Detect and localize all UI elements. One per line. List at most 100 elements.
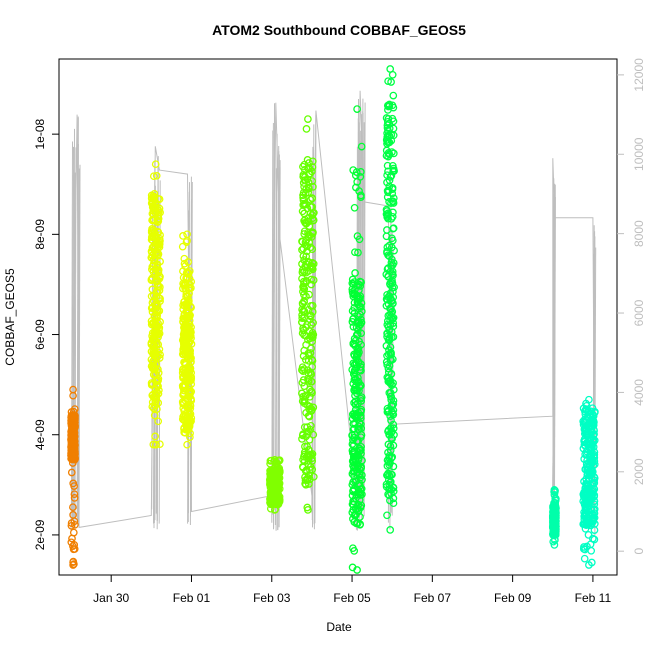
data-point: [299, 196, 308, 205]
data-point: [308, 457, 317, 465]
y2-tick-label: 8000: [632, 220, 646, 247]
data-point: [389, 197, 398, 206]
data-point: [385, 451, 394, 460]
data-point: [298, 311, 306, 319]
data-point: [298, 318, 306, 327]
data-point: [267, 467, 276, 475]
data-point: [350, 291, 359, 299]
data-point: [305, 238, 314, 247]
data-point: [308, 194, 316, 203]
data-point: [69, 561, 77, 569]
data-point: [302, 341, 310, 349]
data-point: [300, 165, 309, 174]
data-point: [386, 65, 395, 73]
data-point: [187, 277, 196, 286]
data-point: [148, 216, 157, 225]
data-point: [584, 520, 593, 529]
data-point: [587, 546, 596, 555]
data-point: [308, 301, 317, 310]
data-point: [354, 377, 362, 386]
data-point: [151, 349, 160, 357]
data-point: [302, 185, 310, 194]
altitude-line: [271, 122, 274, 515]
data-point: [385, 325, 394, 334]
data-point: [181, 376, 190, 385]
data-point: [186, 366, 194, 375]
data-point: [307, 370, 316, 379]
data-point: [302, 408, 310, 417]
data-point: [579, 520, 588, 528]
data-point: [148, 203, 157, 212]
data-point: [184, 350, 193, 358]
data-point: [581, 505, 590, 514]
data-point: [385, 124, 394, 133]
data-point: [155, 329, 164, 338]
data-point: [589, 435, 598, 443]
data-point: [155, 354, 164, 362]
data-point: [351, 401, 360, 409]
data-point: [269, 493, 277, 501]
data-point: [187, 376, 195, 385]
data-point: [356, 168, 365, 176]
data-point: [384, 476, 393, 484]
data-point: [389, 287, 397, 296]
data-point: [383, 351, 391, 360]
data-point: [581, 494, 590, 503]
x-tick-label: Feb 07: [414, 591, 452, 605]
data-point: [309, 183, 317, 191]
data-point: [300, 268, 309, 276]
data-point: [356, 172, 365, 181]
data-point: [383, 213, 392, 221]
altitude-line: [277, 154, 280, 511]
data-point: [182, 290, 191, 298]
data-point: [181, 382, 190, 390]
y2-tick-label: 0: [632, 548, 646, 555]
data-point: [387, 416, 395, 425]
data-point: [356, 365, 364, 374]
data-point: [348, 470, 357, 478]
data-point: [349, 359, 358, 368]
data-point: [298, 314, 307, 322]
data-point: [585, 498, 594, 507]
data-point: [384, 106, 392, 114]
data-point: [270, 455, 279, 464]
data-point: [389, 406, 398, 415]
data-point: [151, 160, 160, 169]
data-point: [308, 262, 317, 271]
data-point: [304, 228, 312, 237]
data-point: [152, 391, 161, 400]
data-point: [388, 185, 397, 194]
data-point: [587, 452, 595, 461]
data-point: [154, 239, 163, 248]
data-point: [300, 457, 309, 466]
data-point: [303, 204, 312, 213]
data-point: [303, 476, 312, 484]
data-point: [386, 442, 395, 451]
data-point: [183, 329, 192, 337]
data-point: [388, 427, 396, 436]
data-point: [186, 364, 194, 372]
data-point: [386, 424, 395, 432]
data-point: [302, 432, 310, 441]
data-point: [550, 511, 559, 520]
data-point: [182, 365, 191, 373]
data-point: [389, 462, 398, 471]
data-point: [156, 257, 164, 266]
data-point: [178, 242, 187, 251]
y2-tick-label: 4000: [632, 379, 646, 406]
data-point: [68, 534, 76, 543]
data-point: [307, 344, 315, 353]
data-point: [300, 285, 309, 293]
data-point: [307, 387, 316, 396]
data-point: [70, 517, 79, 526]
data-point: [584, 531, 593, 539]
data-point: [387, 327, 396, 336]
data-point: [388, 299, 397, 307]
data-point: [590, 500, 599, 509]
data-point: [389, 194, 398, 203]
data-point: [304, 506, 312, 514]
altitude-line: [278, 160, 281, 512]
data-point: [156, 350, 164, 359]
data-point: [303, 247, 311, 256]
data-point: [180, 338, 189, 346]
